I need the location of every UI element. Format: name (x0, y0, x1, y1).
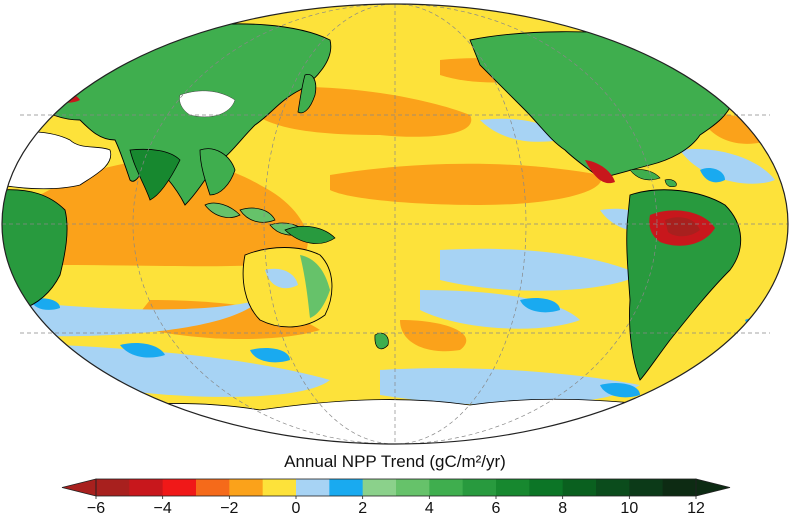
npp-trend-map (1, 3, 789, 445)
australia-blue-patch (265, 268, 298, 289)
colorbar-tick-label: −6 (86, 500, 106, 517)
southeast-asia-landmass (199, 148, 236, 196)
colorbar-bin-5 (262, 479, 297, 496)
colorbar-bin-6 (296, 479, 330, 496)
new-zealand-islands (374, 332, 389, 350)
colorbar-bin-12 (496, 479, 530, 496)
amazon-decline-dark (665, 217, 700, 237)
indonesia-islands (204, 202, 336, 244)
colorbar-bin-10 (429, 479, 464, 496)
colorbar-bin-9 (396, 479, 430, 496)
uk-islands (769, 93, 783, 110)
colorbar-bin-0 (96, 479, 130, 496)
map-panel (1, 3, 789, 445)
india-landmass (129, 148, 181, 201)
globe-outline (1, 3, 789, 445)
colorbar-tick-label: 2 (358, 500, 368, 517)
colorbar-bin-11 (462, 479, 497, 496)
colorbar-tick-label: 12 (687, 500, 705, 517)
australia-green-coast (300, 255, 330, 318)
colorbar-tick-label: 8 (558, 500, 568, 517)
colorbar-bin-7 (329, 479, 364, 496)
colorbar-tick-label: −2 (220, 500, 239, 517)
colorbar-bin-3 (196, 479, 230, 496)
colorbar-tick-label: 4 (424, 500, 434, 517)
colorbar-bin-15 (596, 479, 630, 496)
colorbar-tick-label: 6 (491, 500, 501, 517)
colorbar-tick-label: 10 (620, 500, 639, 517)
colorbar-bin-14 (562, 479, 597, 496)
colorbar-bin-8 (362, 479, 397, 496)
colorbar-tick-label: −4 (153, 500, 172, 517)
colorbar-bin-1 (129, 479, 164, 496)
colorbar-tick-labels: −6 −4 −2 0 2 4 6 8 10 12 (0, 500, 790, 524)
colorbar-min-extension (61, 478, 97, 497)
colorbar-bin-16 (629, 479, 664, 496)
legend-title: Annual NPP Trend (gC/m²/yr) (284, 452, 506, 471)
colorbar (61, 478, 731, 499)
colorbar-bin-2 (162, 479, 197, 496)
central-america-decline (585, 160, 615, 184)
caribbean-islands (629, 169, 677, 188)
siberia-decline (50, 92, 80, 103)
greenland-landmass (639, 22, 716, 50)
japan-islands (297, 73, 317, 114)
colorbar-bin-17 (662, 479, 697, 496)
colorbar-max-extension (695, 478, 731, 497)
colorbar-outline (95, 478, 697, 497)
colorbar-tick-label: 0 (291, 500, 301, 517)
colorbar-bin-4 (229, 479, 264, 496)
colorbar-bin-13 (529, 479, 564, 496)
